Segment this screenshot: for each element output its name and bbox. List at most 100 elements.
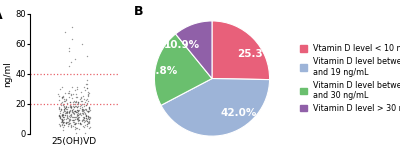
Point (71, 89, 78, 91)
Point (60, 110, 67, 112)
Point (71, 112, 77, 115)
Point (74, 103, 81, 105)
Point (72, 110, 78, 112)
Point (72, 118, 78, 120)
Point (82, 113, 89, 116)
Point (64, 101, 70, 104)
Point (72, 126, 79, 129)
Point (78, 120, 85, 122)
Point (64, 114, 70, 117)
Point (67, 119, 73, 122)
Point (79, 109, 85, 112)
Point (66, 92, 72, 95)
Point (80, 112, 86, 115)
Point (86, 110, 92, 113)
Point (62, 107, 68, 109)
Point (59, 122, 66, 124)
Point (78, 43, 85, 45)
Point (76, 109, 83, 111)
Point (80, 125, 86, 127)
Point (86, 115, 92, 118)
Point (62, 112, 69, 115)
Point (74, 109, 80, 112)
Point (79, 112, 86, 114)
Point (84, 125, 90, 127)
Point (57, 123, 64, 126)
Point (70, 112, 77, 114)
Point (86, 126, 93, 129)
Point (84, 98, 90, 100)
Point (71, 118, 78, 121)
Point (66, 122, 72, 124)
Point (67, 104, 73, 106)
Point (78, 91, 85, 93)
Point (72, 58, 78, 60)
Point (76, 119, 82, 121)
Point (61, 123, 67, 126)
Point (58, 104, 64, 106)
Point (65, 91, 72, 94)
Point (56, 105, 62, 108)
Point (74, 117, 80, 120)
Point (70, 110, 76, 113)
Point (60, 104, 66, 106)
Point (82, 131, 88, 134)
Point (70, 106, 77, 108)
Point (58, 102, 64, 104)
Point (84, 91, 91, 93)
Text: A: A (0, 9, 3, 22)
Point (78, 103, 85, 105)
Point (64, 108, 70, 110)
Point (61, 121, 67, 123)
Point (59, 118, 65, 120)
Point (80, 109, 87, 112)
Point (60, 109, 67, 111)
Point (82, 89, 88, 91)
Point (80, 95, 87, 97)
Point (60, 114, 66, 116)
Point (58, 121, 64, 123)
Point (74, 88, 80, 90)
Point (74, 111, 80, 114)
Point (56, 115, 63, 118)
Point (64, 121, 70, 124)
Point (86, 118, 93, 120)
Point (63, 97, 69, 100)
Point (72, 105, 78, 107)
Point (86, 115, 93, 118)
Point (84, 122, 90, 125)
Point (69, 116, 76, 119)
Point (72, 111, 79, 113)
Point (72, 109, 78, 112)
Point (74, 109, 80, 111)
Point (67, 104, 74, 107)
Point (80, 98, 87, 100)
Point (74, 122, 81, 125)
Point (86, 107, 92, 109)
Point (74, 115, 80, 118)
Point (60, 121, 66, 124)
Point (79, 111, 86, 114)
Point (78, 108, 85, 110)
Point (58, 109, 64, 112)
Point (71, 100, 77, 102)
Point (86, 106, 92, 108)
Point (69, 111, 76, 113)
Point (80, 109, 86, 112)
Point (81, 117, 87, 120)
Point (85, 95, 91, 97)
Point (70, 121, 76, 123)
Point (68, 106, 74, 109)
Point (70, 125, 76, 127)
Point (72, 123, 78, 126)
Point (84, 109, 91, 112)
Point (57, 115, 63, 118)
Point (86, 108, 92, 110)
Point (86, 121, 92, 124)
Point (67, 124, 74, 126)
Point (83, 117, 90, 120)
Point (81, 105, 87, 107)
Point (60, 96, 66, 98)
Point (84, 115, 91, 117)
Point (75, 119, 81, 121)
